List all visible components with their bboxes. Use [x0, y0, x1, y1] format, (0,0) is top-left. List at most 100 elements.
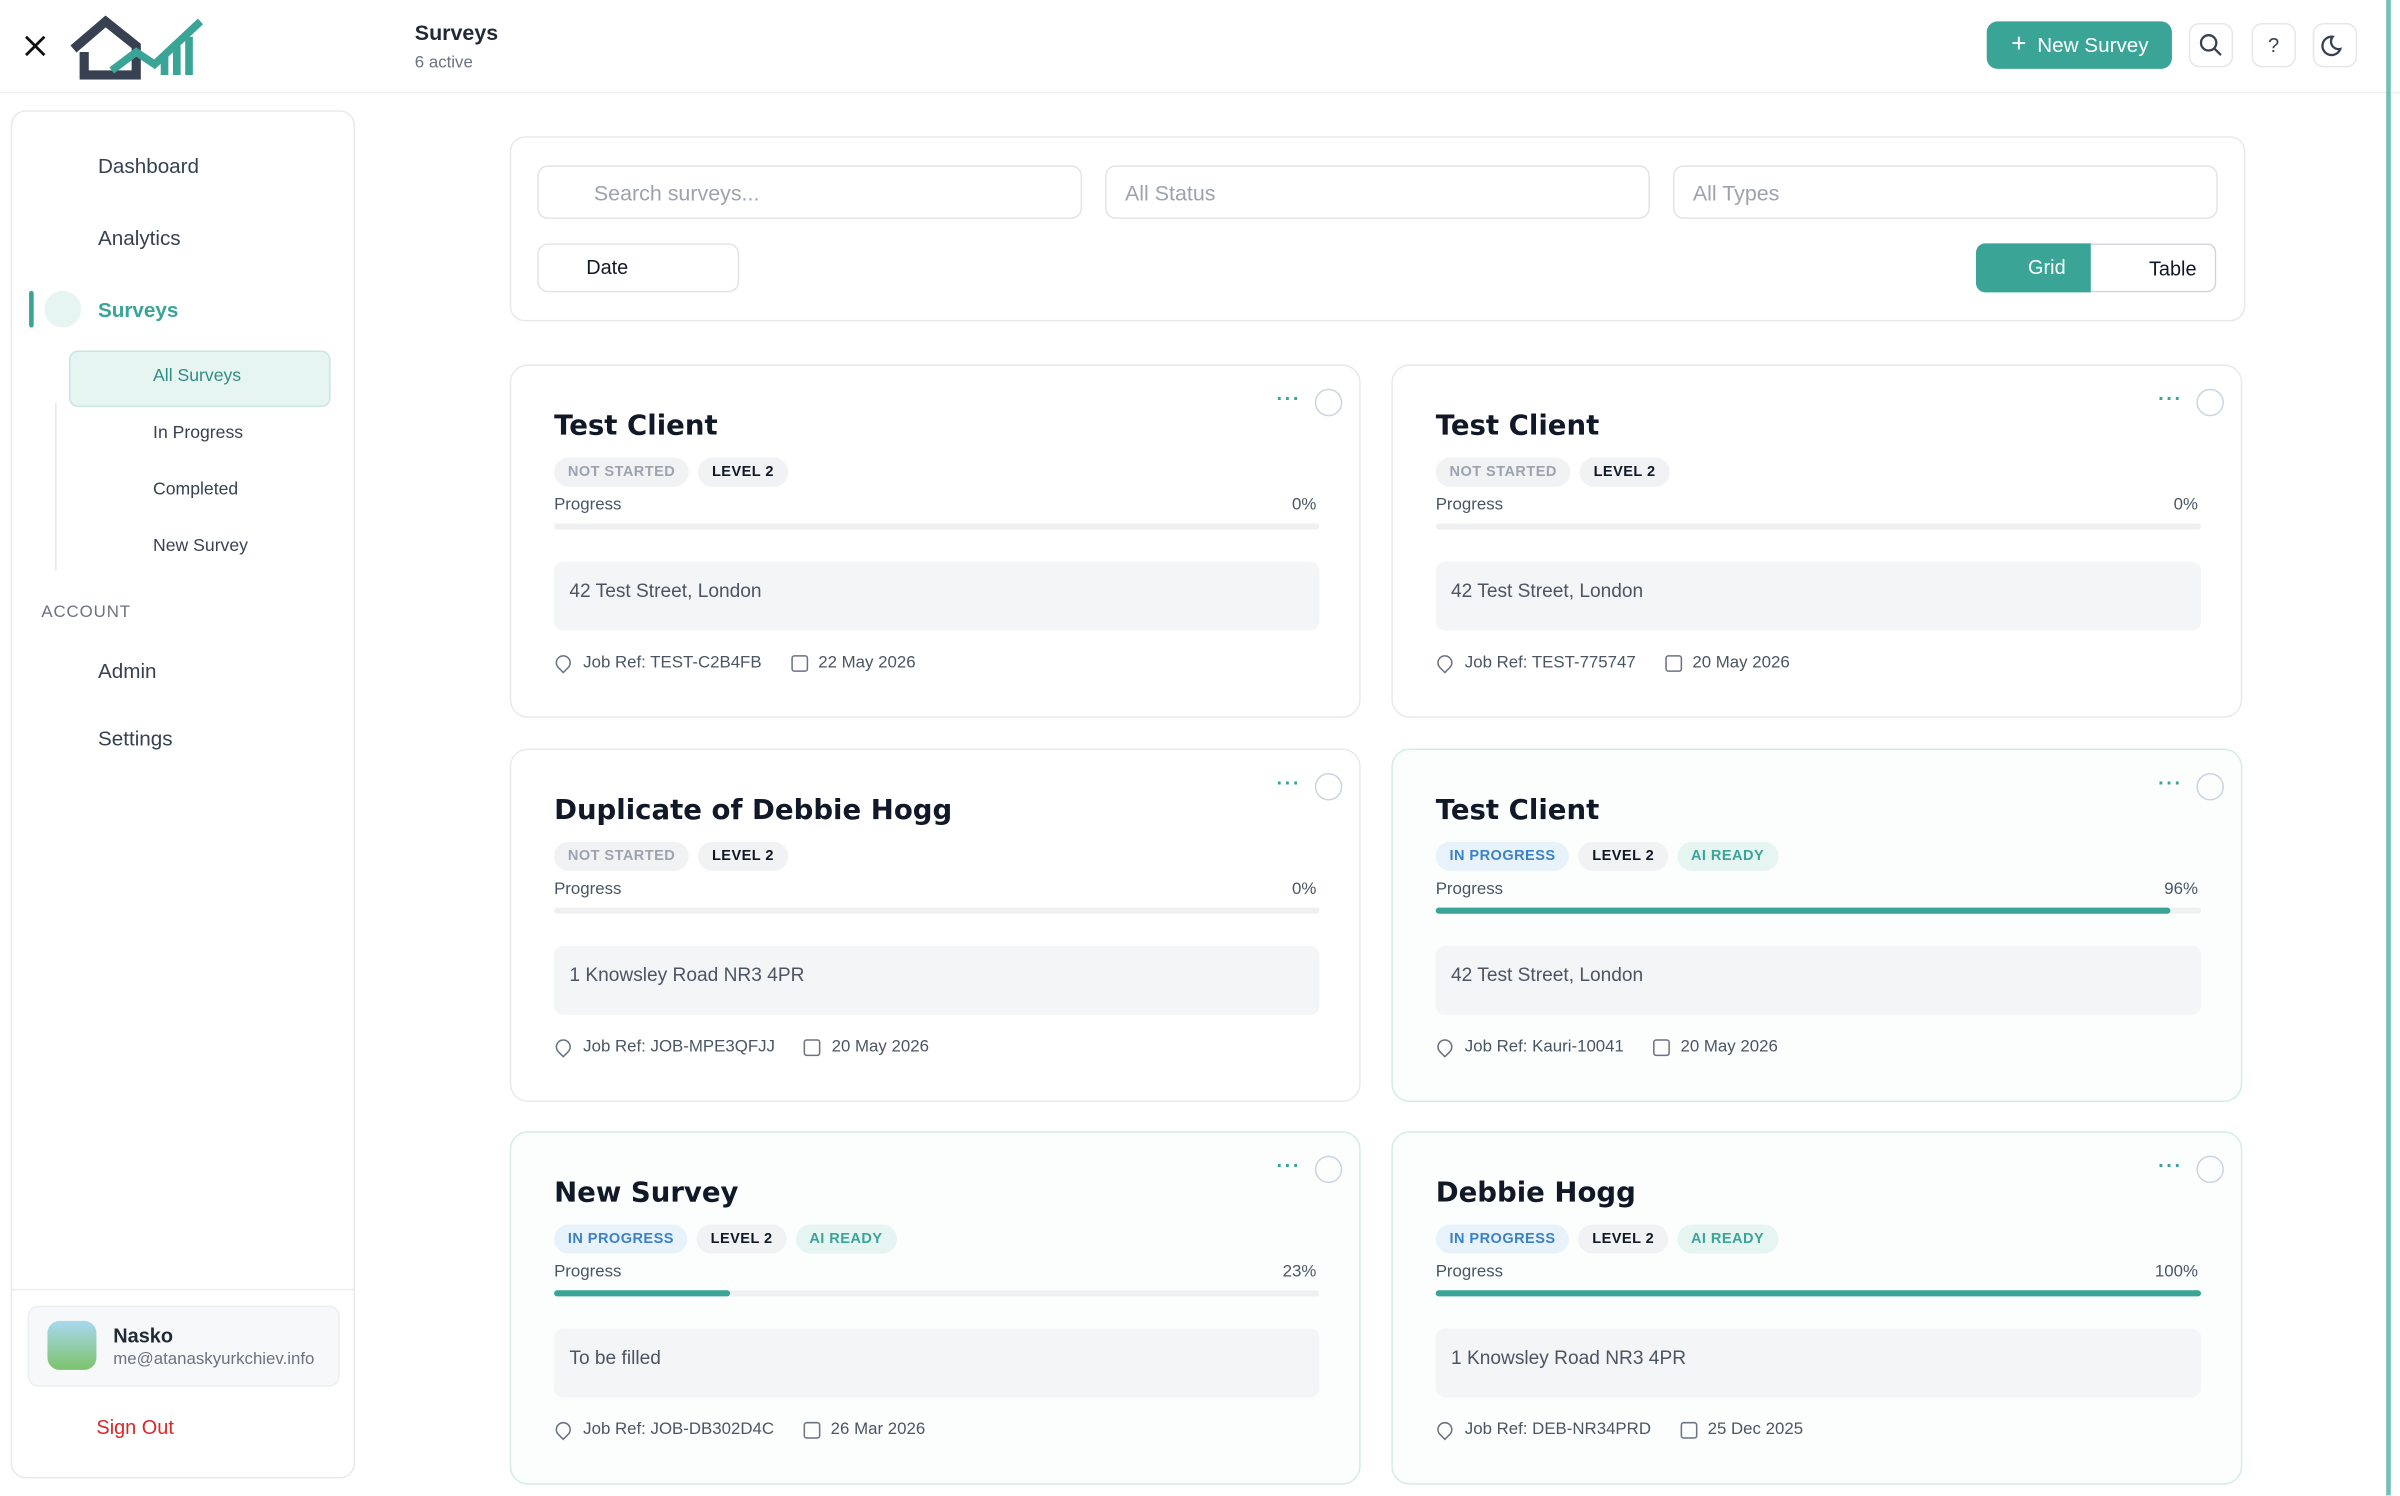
- progress-track: [1435, 523, 2202, 530]
- date: 20 May 2026: [831, 1036, 929, 1056]
- badge-row: IN PROGRESS LEVEL 2 AI READY: [1435, 1223, 1787, 1254]
- card-title: Test Client: [1435, 410, 1600, 443]
- progress-label: Progress: [1435, 495, 1504, 515]
- card-title: Test Client: [1435, 793, 1600, 826]
- progress-value: 23%: [1282, 1262, 1317, 1282]
- more-menu[interactable]: ···: [1276, 387, 1302, 411]
- divider: [12, 1288, 354, 1291]
- status-badge: NOT STARTED: [554, 841, 690, 871]
- address: To be filled: [554, 1328, 1320, 1398]
- survey-card[interactable]: ··· Test Client IN PROGRESS LEVEL 2 AI READY…: [1391, 747, 2243, 1102]
- address: 42 Test Street, London: [1435, 945, 2202, 1015]
- date: 20 May 2026: [1680, 1036, 1778, 1056]
- help-button[interactable]: ?: [2251, 22, 2296, 68]
- select-checkbox[interactable]: [2196, 388, 2224, 417]
- select-checkbox[interactable]: [1314, 1155, 1343, 1184]
- more-menu[interactable]: ···: [1276, 770, 1302, 794]
- more-menu[interactable]: ···: [2158, 1154, 2183, 1178]
- active-subitem: [68, 350, 331, 408]
- logo[interactable]: [69, 12, 207, 80]
- nav-item[interactable]: Surveys: [97, 298, 179, 322]
- progress-track: [554, 906, 1320, 914]
- subnav-item[interactable]: Completed: [153, 480, 239, 499]
- job-ref: Job Ref: JOB-DB302D4C: [583, 1420, 775, 1439]
- sort-select[interactable]: Date: [537, 243, 740, 293]
- sign-out[interactable]: Sign Out: [96, 1415, 174, 1439]
- calendar-icon: [1652, 1038, 1670, 1056]
- card-title: New Survey: [554, 1177, 739, 1210]
- progress-track: [1435, 906, 2202, 914]
- header: Surveys 6 active + New Survey ?: [0, 0, 2400, 94]
- progress-bar: [1435, 906, 2171, 914]
- button-label: New Survey: [2037, 33, 2149, 57]
- page-subtitle: 6 active: [414, 53, 473, 72]
- search-input[interactable]: Search surveys...: [537, 165, 1083, 219]
- progress-label: Progress: [554, 1262, 622, 1282]
- more-menu[interactable]: ···: [2158, 387, 2183, 411]
- badge-row: IN PROGRESS LEVEL 2 AI READY: [554, 1223, 905, 1254]
- active-indicator: [29, 290, 34, 328]
- subnav-item[interactable]: New Survey: [153, 537, 248, 556]
- nav-item[interactable]: Analytics: [97, 226, 181, 250]
- subnav-line: [55, 402, 57, 571]
- survey-card[interactable]: ··· Duplicate of Debbie Hogg NOT STARTED LE…: [509, 747, 1361, 1102]
- survey-card[interactable]: ··· Test Client NOT STARTED LEVEL 2 Progress…: [1391, 364, 2243, 718]
- avatar: [47, 1320, 97, 1370]
- user-name: Nasko: [113, 1323, 174, 1347]
- subnav-item[interactable]: In Progress: [153, 423, 244, 443]
- survey-card[interactable]: ··· New Survey IN PROGRESS LEVEL 2 AI READY P…: [509, 1131, 1361, 1485]
- user-card[interactable]: Nasko me@atanaskyurkchiev.info: [27, 1305, 340, 1387]
- pin-icon: [1434, 651, 1456, 674]
- date: 20 May 2026: [1692, 653, 1790, 672]
- select-checkbox[interactable]: [1314, 388, 1343, 417]
- more-menu[interactable]: ···: [1276, 1154, 1302, 1178]
- status-select[interactable]: All Status: [1105, 165, 1650, 219]
- new-survey-button[interactable]: + New Survey: [1986, 21, 2172, 69]
- progress-label: Progress: [554, 495, 622, 515]
- pin-icon: [552, 1418, 575, 1441]
- scrollbar[interactable]: [2386, 0, 2391, 1496]
- progress-value: 100%: [2154, 1262, 2198, 1282]
- user-email: me@atanaskyurkchiev.info: [113, 1349, 315, 1369]
- close-icon[interactable]: [23, 34, 47, 58]
- card-title: Debbie Hogg: [1435, 1177, 1636, 1210]
- grid-toggle[interactable]: Grid: [1976, 243, 2091, 293]
- subnav-item[interactable]: All Surveys: [153, 367, 242, 386]
- select-checkbox[interactable]: [2196, 1155, 2224, 1184]
- more-menu[interactable]: ···: [2158, 770, 2183, 794]
- status-badge: IN PROGRESS: [1435, 1224, 1570, 1254]
- job-ref: Job Ref: Kauri-10041: [1464, 1036, 1624, 1056]
- ai-badge: AI READY: [1677, 841, 1778, 871]
- theme-button[interactable]: [2312, 22, 2358, 68]
- progress-bar: [554, 1290, 731, 1297]
- date: 26 Mar 2026: [830, 1420, 926, 1439]
- badge-row: NOT STARTED LEVEL 2: [554, 456, 797, 487]
- level-badge: LEVEL 2: [1579, 457, 1670, 487]
- calendar-icon: [804, 1038, 821, 1056]
- card-title: Duplicate of Debbie Hogg: [554, 793, 953, 826]
- table-toggle[interactable]: Table: [2090, 243, 2217, 293]
- search-button[interactable]: [2188, 22, 2234, 68]
- status-badge: IN PROGRESS: [1435, 841, 1570, 871]
- badge-row: NOT STARTED LEVEL 2: [1435, 456, 1679, 487]
- nav-item[interactable]: Settings: [97, 727, 173, 750]
- survey-card[interactable]: ··· Test Client NOT STARTED LEVEL 2 Progress…: [509, 364, 1361, 718]
- sidebar: Dashboard Analytics Surveys All Surveys …: [10, 110, 356, 1479]
- survey-card[interactable]: ··· Debbie Hogg IN PROGRESS LEVEL 2 AI READY…: [1391, 1131, 2243, 1485]
- nav-item[interactable]: Dashboard: [97, 154, 200, 178]
- progress-value: 0%: [2173, 495, 2198, 515]
- job-ref: Job Ref: JOB-MPE3QFJJ: [583, 1036, 775, 1056]
- progress-label: Progress: [554, 879, 622, 898]
- level-badge: LEVEL 2: [696, 1224, 787, 1254]
- calendar-icon: [790, 655, 808, 672]
- select-checkbox[interactable]: [1314, 772, 1343, 800]
- status-badge: IN PROGRESS: [554, 1224, 688, 1254]
- job-ref: Job Ref: TEST-C2B4FB: [583, 653, 762, 672]
- nav-icon: [44, 290, 82, 328]
- nav-item[interactable]: Admin: [97, 659, 157, 683]
- date: 25 Dec 2025: [1707, 1420, 1804, 1439]
- select-checkbox[interactable]: [2196, 772, 2224, 800]
- type-select[interactable]: All Types: [1672, 165, 2218, 219]
- date: 22 May 2026: [818, 653, 916, 672]
- progress-bar: [1435, 1290, 2202, 1297]
